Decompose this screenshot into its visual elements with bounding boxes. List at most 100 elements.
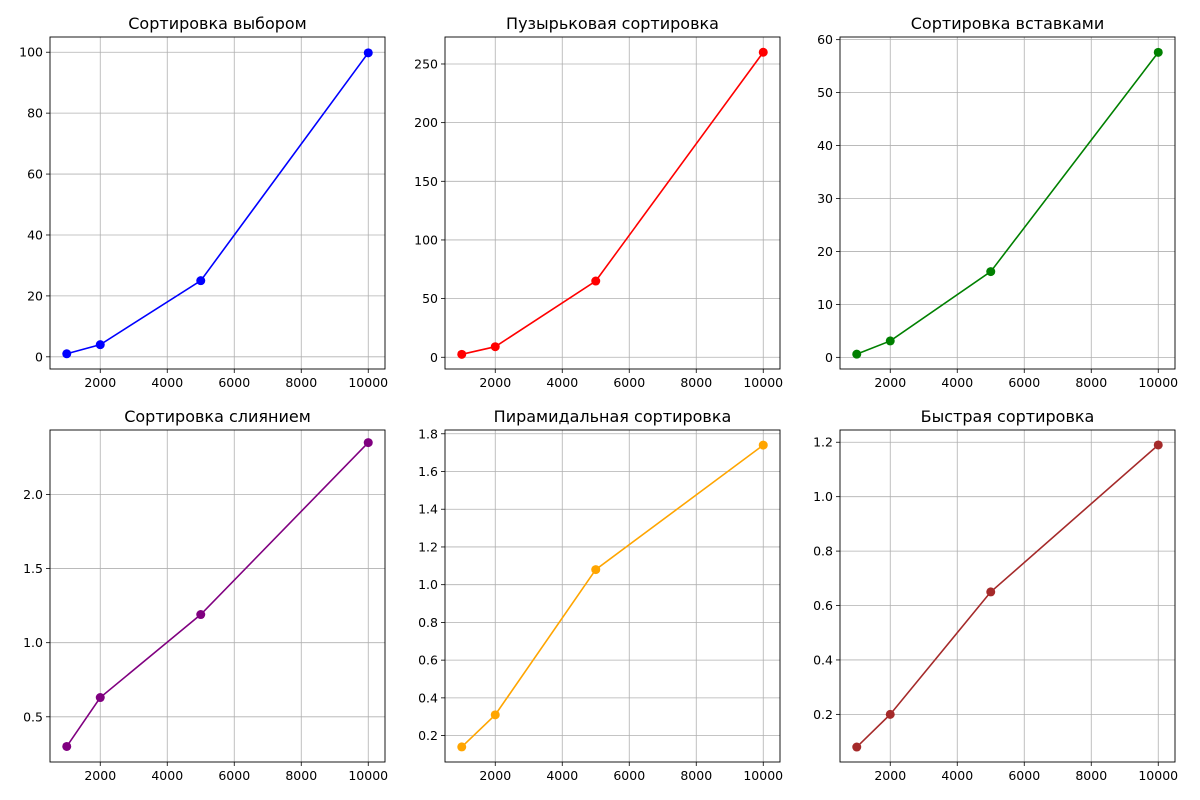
x-tick-label: 10000 [1138,375,1178,390]
y-tick-label: 0 [430,350,438,365]
y-tick-label: 250 [414,56,438,71]
data-point [591,276,601,286]
data-point [885,709,895,719]
series-line [856,51,1159,355]
data-point [95,340,105,350]
axes-frame [49,36,386,370]
y-tick-label: 1.2 [813,435,833,450]
data-point [852,742,862,752]
chart-title: Сортировка вставками [911,14,1104,33]
subplot-6: 2000 4000 6000 8000 10000 0.2 0.4 0.6 0.8 1.0 1.2 Б… [813,407,1178,783]
data-point [457,349,467,359]
axes-frame [839,429,1176,763]
chart-title: Сортировка слиянием [124,407,311,426]
y-tick-label: 20 [817,244,833,259]
y-tick-label: 0.5 [23,709,43,724]
data-point [62,349,72,359]
x-tick-label: 6000 [613,375,645,390]
x-tick-label: 4000 [941,768,973,783]
data-point [490,710,500,720]
y-tick-label: 40 [817,138,833,153]
x-tick-label: 6000 [1008,375,1040,390]
x-tick-label: 10000 [743,375,783,390]
data-point [758,440,768,450]
series-line [461,444,764,748]
x-tick-label: 10000 [348,768,388,783]
x-tick-label: 4000 [546,375,578,390]
x-tick-label: 6000 [218,375,250,390]
y-tick-label: 2.0 [23,487,43,502]
y-tick-label: 0.8 [813,544,833,559]
y-tick-label: 1.4 [418,502,438,517]
x-tick-label: 2000 [84,768,116,783]
x-tick-label: 4000 [151,375,183,390]
y-tick-label: 30 [817,191,833,206]
series-line [66,52,369,355]
series-line [856,444,1159,748]
subplot-1: 2000 4000 6000 8000 10000 0 20 40 60 80 100 Сортиро… [19,14,388,390]
x-tick-label: 10000 [348,375,388,390]
x-tick-label: 4000 [941,375,973,390]
x-tick-label: 8000 [1075,768,1107,783]
data-point [986,267,996,277]
subplot-3: 2000 4000 6000 8000 10000 0 10 20 30 40 50 60 Сортир… [817,14,1178,390]
y-tick-label: 0 [825,350,833,365]
x-tick-label: 2000 [874,375,906,390]
y-tick-label: 0 [35,349,43,364]
x-tick-label: 8000 [680,768,712,783]
data-point [457,742,467,752]
data-point [1153,440,1163,450]
x-tick-label: 6000 [613,768,645,783]
data-point [852,349,862,359]
axes-frame [839,36,1176,370]
y-tick-label: 60 [27,167,43,182]
data-point [363,438,373,448]
y-tick-label: 0.2 [813,707,833,722]
y-tick-label: 1.0 [23,635,43,650]
x-tick-label: 8000 [285,768,317,783]
y-tick-label: 1.0 [813,489,833,504]
y-tick-label: 0.2 [418,728,438,743]
y-tick-label: 20 [27,288,43,303]
x-tick-label: 4000 [546,768,578,783]
y-tick-label: 0.6 [418,653,438,668]
y-tick-label: 50 [422,291,438,306]
subplot-4: 2000 4000 6000 8000 10000 0.5 1.0 1.5 2.0 Сортиро… [23,407,388,783]
data-point [363,48,373,58]
x-tick-label: 2000 [84,375,116,390]
x-tick-label: 8000 [1075,375,1107,390]
data-point [1153,47,1163,57]
y-tick-label: 50 [817,85,833,100]
y-tick-label: 100 [414,232,438,247]
x-tick-label: 8000 [285,375,317,390]
axes-frame [444,36,781,370]
chart-title: Пузырьковая сортировка [506,14,719,33]
data-point [885,336,895,346]
x-tick-label: 2000 [479,768,511,783]
x-tick-label: 4000 [151,768,183,783]
y-tick-label: 60 [817,32,833,47]
x-tick-label: 10000 [743,768,783,783]
y-tick-label: 0.6 [813,598,833,613]
chart-title: Пирамидальная сортировка [494,407,732,426]
y-tick-label: 100 [19,45,43,60]
subplot-2: 2000 4000 6000 8000 10000 0 50 100 150 200 250 Пузы… [414,14,783,390]
x-tick-label: 8000 [680,375,712,390]
data-point [490,342,500,352]
y-tick-label: 1.2 [418,539,438,554]
subplot-5: 2000 4000 6000 8000 10000 0.2 0.4 0.6 0.8 1.0 1.2 1… [418,407,783,783]
data-point [986,587,996,597]
chart-title: Сортировка выбором [128,14,307,33]
data-point [196,610,206,620]
axes-frame [444,429,781,763]
x-tick-label: 10000 [1138,768,1178,783]
x-tick-label: 6000 [1008,768,1040,783]
data-point [196,276,206,286]
y-tick-label: 0.8 [418,615,438,630]
data-point [758,47,768,57]
data-point [591,565,601,575]
x-tick-label: 6000 [218,768,250,783]
y-tick-label: 10 [817,297,833,312]
y-tick-label: 0.4 [418,690,438,705]
